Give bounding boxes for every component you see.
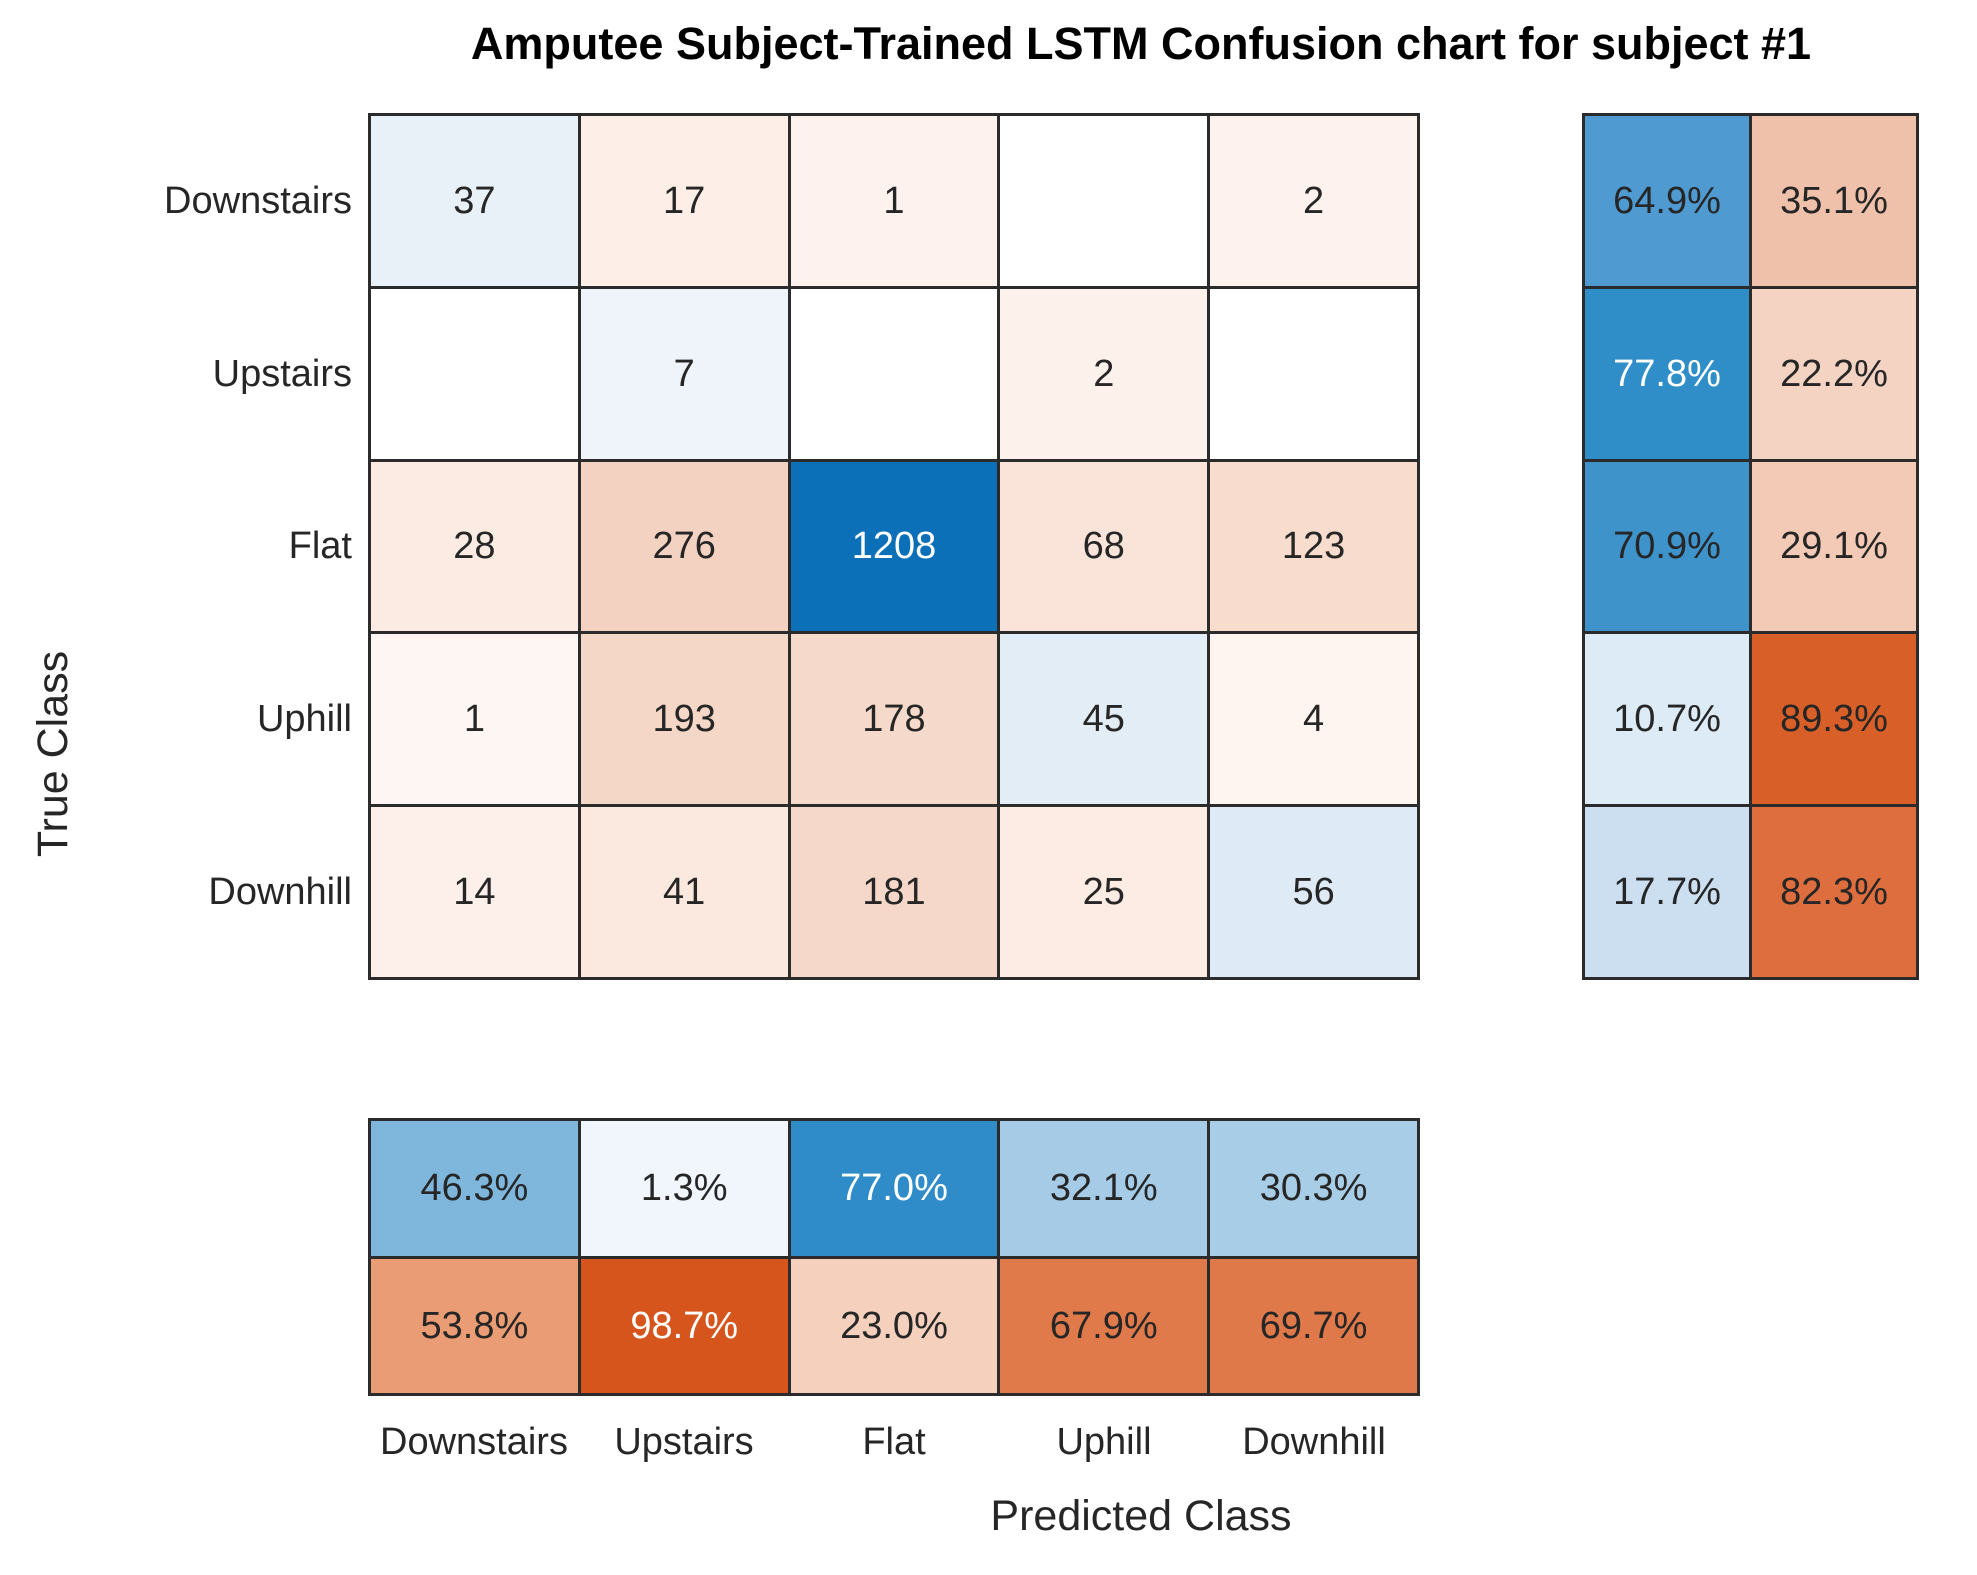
x-tick-label-downstairs: Downstairs <box>380 1421 568 1463</box>
matrix-cell-r1c1: 7 <box>580 288 788 459</box>
confusion-matrix: 37 17 1 2 7 2 28 276 1208 68 123 1 193 178 45 4 14 41 181 2… <box>368 113 1420 980</box>
matrix-cell-r4c4: 56 <box>1210 807 1417 977</box>
col-summary-cell-r0c1: 1.3% <box>580 1121 788 1256</box>
col-summary-cell-r1c0: 53.8% <box>371 1258 578 1393</box>
column-summary-matrix: 46.3% 1.3% 77.0% 32.1% 30.3% 53.8% 98.7% 23.0% 6… <box>368 1118 1420 1396</box>
matrix-cell-r4c1: 41 <box>580 807 788 977</box>
col-summary-cell-r1c2: 23.0% <box>790 1258 998 1393</box>
matrix-cell-r2c3: 68 <box>1000 461 1208 632</box>
matrix-cell-r4c2: 181 <box>790 807 998 977</box>
matrix-cell-r4c0: 14 <box>371 807 578 977</box>
x-axis-label: Predicted Class <box>990 1492 1292 1540</box>
col-summary-cell-r0c4: 30.3% <box>1210 1121 1417 1256</box>
row-summary-cell-r4c1: 82.3% <box>1752 807 1916 977</box>
col-summary-cell-r1c1: 98.7% <box>580 1258 788 1393</box>
col-summary-cell-r1c3: 67.9% <box>1000 1258 1208 1393</box>
matrix-cell-r0c4: 2 <box>1210 116 1417 286</box>
row-summary-cell-r3c1: 89.3% <box>1752 634 1916 805</box>
row-summary-matrix: 64.9% 35.1% 77.8% 22.2% 70.9% 29.1% 10.7% 89.3%… <box>1582 113 1919 980</box>
y-tick-label-uphill: Uphill <box>256 698 352 740</box>
y-tick-label-flat: Flat <box>288 525 352 567</box>
y-tick-label-downstairs: Downstairs <box>164 180 352 222</box>
matrix-cell-r1c0 <box>371 288 578 459</box>
col-summary-cell-r0c0: 46.3% <box>371 1121 578 1256</box>
row-summary-cell-r1c0: 77.8% <box>1585 288 1749 459</box>
matrix-cell-r0c2: 1 <box>790 116 998 286</box>
x-tick-label-uphill: Uphill <box>1056 1421 1152 1463</box>
col-summary-cell-r1c4: 69.7% <box>1210 1258 1417 1393</box>
x-tick-label-flat: Flat <box>862 1421 926 1463</box>
matrix-cell-r3c2: 178 <box>790 634 998 805</box>
matrix-cell-r3c1: 193 <box>580 634 788 805</box>
col-summary-cell-r0c3: 32.1% <box>1000 1121 1208 1256</box>
matrix-cell-r0c1: 17 <box>580 116 788 286</box>
y-tick-label-downhill: Downhill <box>208 871 352 913</box>
chart-title: Amputee Subject-Trained LSTM Confusion c… <box>470 18 1812 69</box>
matrix-cell-r1c3: 2 <box>1000 288 1208 459</box>
matrix-cell-r2c2: 1208 <box>790 461 998 632</box>
row-summary-cell-r2c1: 29.1% <box>1752 461 1916 632</box>
matrix-cell-r4c3: 25 <box>1000 807 1208 977</box>
row-summary-cell-r0c0: 64.9% <box>1585 116 1749 286</box>
matrix-cell-r1c2 <box>790 288 998 459</box>
row-summary-cell-r2c0: 70.9% <box>1585 461 1749 632</box>
matrix-cell-r3c0: 1 <box>371 634 578 805</box>
row-summary-cell-r0c1: 35.1% <box>1752 116 1916 286</box>
col-summary-cell-r0c2: 77.0% <box>790 1121 998 1256</box>
y-tick-label-upstairs: Upstairs <box>212 353 352 395</box>
row-summary-cell-r3c0: 10.7% <box>1585 634 1749 805</box>
matrix-cell-r1c4 <box>1210 288 1417 459</box>
matrix-cell-r2c0: 28 <box>371 461 578 632</box>
matrix-cell-r3c4: 4 <box>1210 634 1417 805</box>
matrix-cell-r2c4: 123 <box>1210 461 1417 632</box>
x-tick-label-upstairs: Upstairs <box>614 1421 754 1463</box>
matrix-cell-r2c1: 276 <box>580 461 788 632</box>
row-summary-cell-r1c1: 22.2% <box>1752 288 1916 459</box>
matrix-cell-r0c3 <box>1000 116 1208 286</box>
row-summary-cell-r4c0: 17.7% <box>1585 807 1749 977</box>
matrix-cell-r3c3: 45 <box>1000 634 1208 805</box>
matrix-cell-r0c0: 37 <box>371 116 578 286</box>
x-tick-label-downhill: Downhill <box>1242 1421 1386 1463</box>
